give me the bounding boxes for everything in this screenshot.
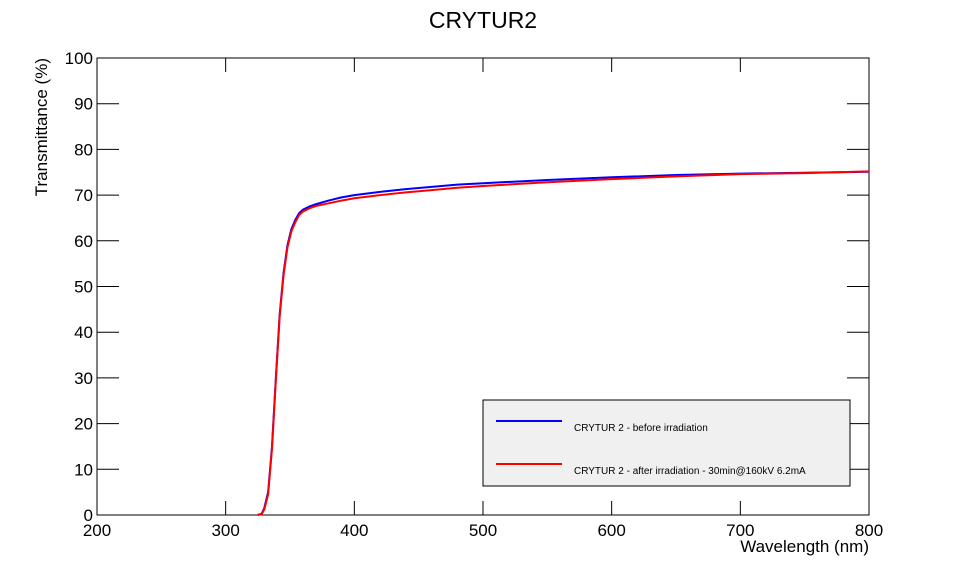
y-tick-label: 60 <box>74 232 93 251</box>
y-tick-label: 30 <box>74 369 93 388</box>
x-tick-label: 700 <box>726 521 754 540</box>
y-tick-label: 100 <box>65 49 93 68</box>
x-tick-label: 500 <box>469 521 497 540</box>
chart-title: CRYTUR2 <box>429 7 537 33</box>
y-tick-label: 50 <box>74 278 93 297</box>
y-tick-label: 40 <box>74 323 93 342</box>
series-line <box>257 170 870 516</box>
legend-label: CRYTUR 2 - after irradiation - 30min@160… <box>574 466 806 477</box>
y-tick-label: 20 <box>74 415 93 434</box>
x-tick-label: 800 <box>855 521 883 540</box>
x-axis-label: Wavelength (nm) <box>740 537 869 556</box>
x-tick-label: 600 <box>597 521 625 540</box>
x-tick-label: 300 <box>211 521 239 540</box>
y-tick-label: 90 <box>74 95 93 114</box>
x-tick-label: 400 <box>340 521 368 540</box>
x-tick-label: 200 <box>83 521 111 540</box>
y-tick-label: 10 <box>74 460 93 479</box>
legend-box <box>482 399 851 487</box>
y-axis-label: Transmittance (%) <box>32 58 51 196</box>
legend-label: CRYTUR 2 - before irradiation <box>574 423 708 434</box>
y-tick-label: 70 <box>74 186 93 205</box>
y-tick-label: 80 <box>74 140 93 159</box>
y-tick-label: 0 <box>84 506 93 525</box>
